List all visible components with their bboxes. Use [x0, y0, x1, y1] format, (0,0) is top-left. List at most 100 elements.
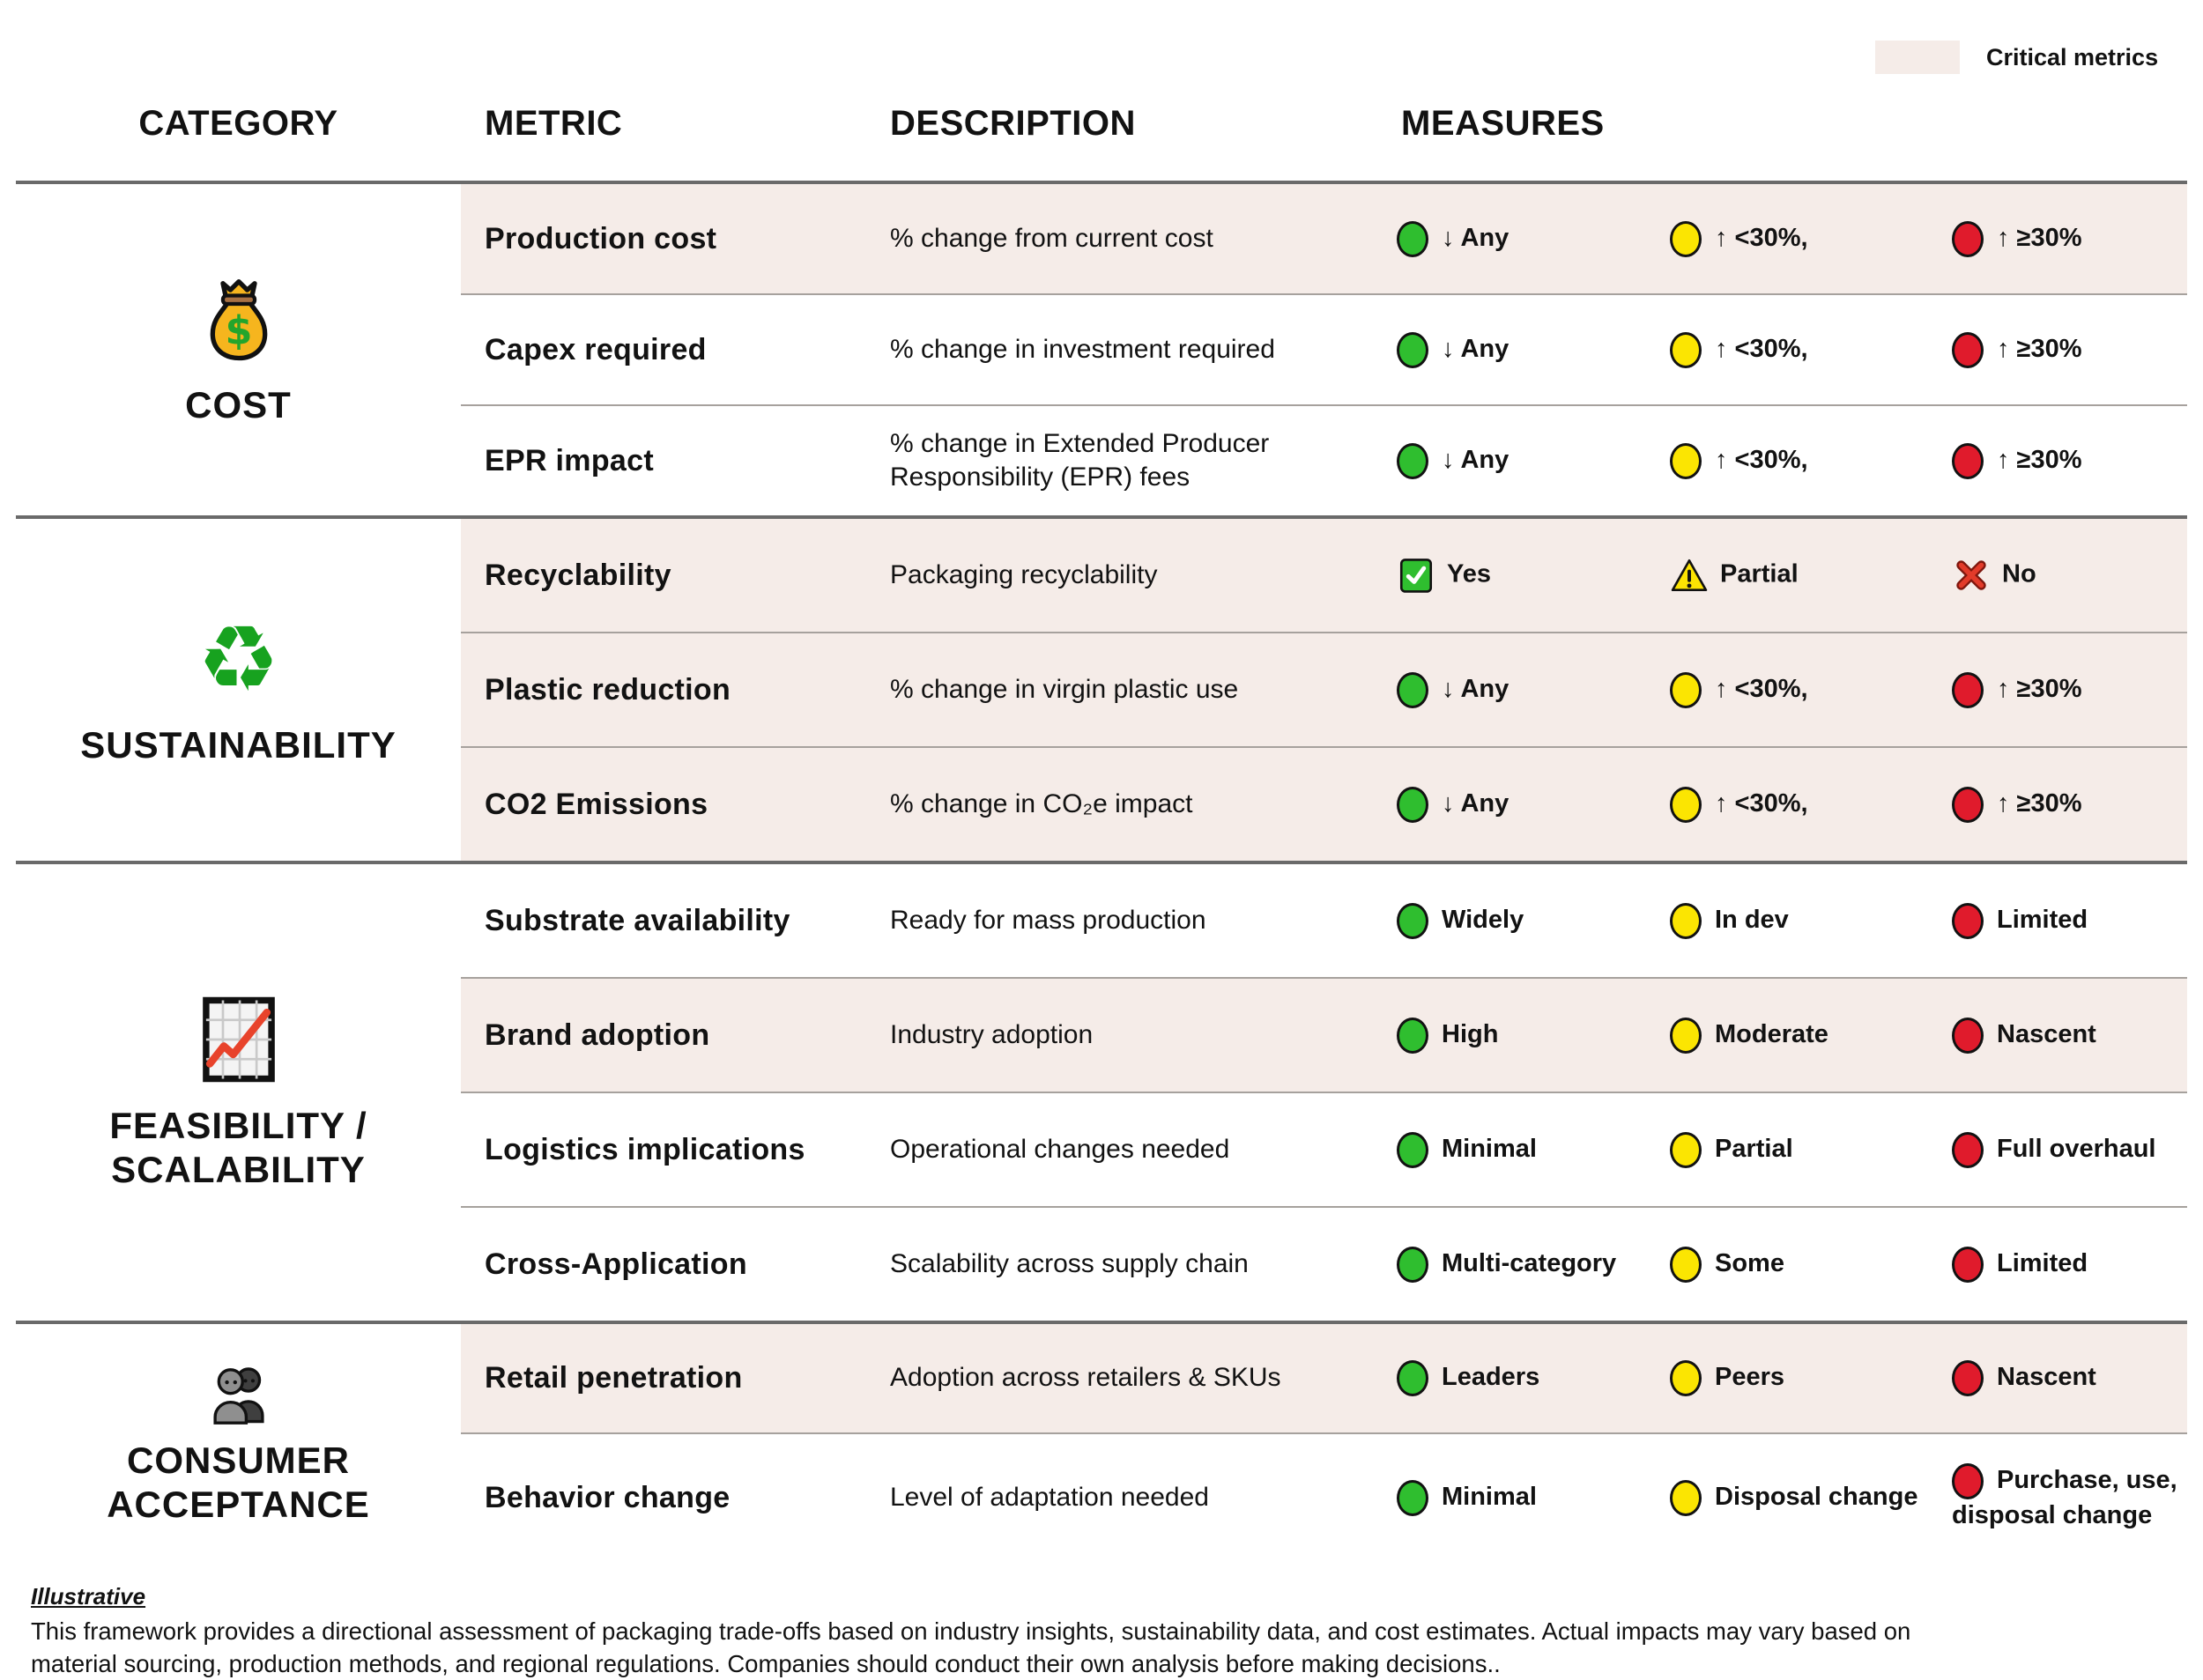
status-dot-red-icon — [1952, 1246, 1984, 1283]
colhead-measures: MEASURES — [1401, 104, 1605, 143]
measure-yellow: Peers — [1670, 1360, 1952, 1396]
measure-red: ↑ ≥30% — [1952, 786, 2187, 823]
status-dot-yellow-icon — [1670, 1360, 1702, 1396]
checkbox-yes-icon — [1397, 555, 1435, 596]
warning-triangle-icon — [1670, 555, 1709, 596]
recycle-icon: ♻ — [197, 604, 280, 713]
footer-tag: Illustrative — [31, 1583, 146, 1610]
measure-red: No — [1952, 555, 2187, 596]
colhead-description: DESCRIPTION — [890, 104, 1136, 143]
measure-red: Full overhaul — [1952, 1131, 2187, 1168]
status-dot-green-icon — [1397, 671, 1428, 708]
colhead-category: CATEGORY — [138, 104, 338, 143]
status-dot-green-icon — [1397, 902, 1428, 939]
status-dot-green-icon — [1397, 1360, 1428, 1396]
measure-yellow: Some — [1670, 1246, 1952, 1283]
status-dot-red-icon — [1952, 220, 1984, 257]
status-dot-green-icon — [1397, 1480, 1428, 1516]
status-dot-green-icon — [1397, 442, 1428, 479]
measure-yellow: Partial — [1670, 1131, 1952, 1168]
table-row: Plastic reduction % change in virgin plas… — [461, 632, 2187, 746]
column-headers: CATEGORY METRIC DESCRIPTION MEASURES — [16, 0, 2187, 181]
metric-description: Scalability across supply chain — [890, 1248, 1249, 1278]
rows: Retail penetration Adoption across retail… — [461, 1324, 2187, 1562]
section-feasibility-scalability: FEASIBILITY / SCALABILITY Substrate availa… — [16, 861, 2187, 1321]
table-row: Capex required % change in investment req… — [461, 293, 2187, 404]
measure-yellow: Moderate — [1670, 1017, 1952, 1054]
measure-yellow: ↑ <30%, — [1670, 671, 1952, 708]
status-dot-yellow-icon — [1670, 442, 1702, 479]
status-dot-red-icon — [1952, 1360, 1984, 1396]
table-row: Cross-Application Scalability across supp… — [461, 1206, 2187, 1321]
measure-red: Limited — [1952, 1246, 2187, 1283]
measure-red: ↑ ≥30% — [1952, 331, 2187, 368]
status-dot-green-icon — [1397, 786, 1428, 823]
section-cost: $ COST Production cost % change from curren… — [16, 181, 2187, 515]
metric-description: % change in CO₂e impact — [890, 788, 1193, 818]
status-dot-green-icon — [1397, 1017, 1428, 1054]
status-dot-green-icon — [1397, 1246, 1428, 1283]
legend-critical-metrics: Critical metrics — [1875, 41, 2158, 74]
measure-red: ↑ ≥30% — [1952, 220, 2187, 257]
footer-text: This framework provides a directional as… — [31, 1617, 1911, 1677]
status-dot-yellow-icon — [1670, 220, 1702, 257]
colhead-metric: METRIC — [485, 104, 623, 143]
table-row: Recyclability Packaging recyclability Yes… — [461, 519, 2187, 632]
metric-name: Recyclability — [485, 558, 671, 592]
table-row: CO2 Emissions % change in CO₂e impact ↓ An… — [461, 746, 2187, 861]
measure-red: Purchase, use, disposal change — [1952, 1463, 2187, 1533]
measure-green: ↓ Any — [1397, 220, 1670, 257]
table-row: Substrate availability Ready for mass pro… — [461, 864, 2187, 977]
status-dot-yellow-icon — [1670, 1131, 1702, 1168]
status-dot-green-icon — [1397, 220, 1428, 257]
metric-name: EPR impact — [485, 443, 654, 477]
category-label: SUSTAINABILITY — [80, 724, 397, 766]
measure-red: Nascent — [1952, 1360, 2187, 1396]
measure-green: High — [1397, 1017, 1670, 1054]
table-row: Logistics implications Operational change… — [461, 1092, 2187, 1206]
metric-name: Brand adoption — [485, 1018, 710, 1052]
metric-name: Behavior change — [485, 1481, 731, 1514]
status-dot-yellow-icon — [1670, 902, 1702, 939]
measure-red: Limited — [1952, 902, 2187, 939]
people-icon — [202, 1359, 276, 1433]
measure-green: Multi-category — [1397, 1246, 1670, 1283]
status-dot-red-icon — [1952, 1131, 1984, 1168]
measure-green: Minimal — [1397, 1480, 1670, 1516]
table-row: Brand adoption Industry adoption High Moder… — [461, 977, 2187, 1092]
metric-description: Level of adaptation needed — [890, 1483, 1209, 1513]
metric-description: % change in Extended Producer Responsibi… — [890, 428, 1270, 492]
measure-green: Yes — [1397, 555, 1670, 596]
category-label: FEASIBILITY / SCALABILITY — [109, 1105, 367, 1190]
measure-yellow: ↑ <30%, — [1670, 442, 1952, 479]
measure-yellow: In dev — [1670, 902, 1952, 939]
metric-description: Packaging recyclability — [890, 559, 1158, 589]
status-dot-yellow-icon — [1670, 1480, 1702, 1516]
status-dot-red-icon — [1952, 786, 1984, 823]
category-label: COST — [185, 384, 292, 426]
status-dot-red-icon — [1952, 1017, 1984, 1054]
measure-yellow: ↑ <30%, — [1670, 220, 1952, 257]
status-dot-red-icon — [1952, 331, 1984, 368]
metric-description: Operational changes needed — [890, 1134, 1230, 1164]
rows: Production cost % change from current cos… — [461, 184, 2187, 515]
measure-green: ↓ Any — [1397, 786, 1670, 823]
table-body: $ COST Production cost % change from curren… — [16, 181, 2187, 1562]
status-dot-yellow-icon — [1670, 786, 1702, 823]
measure-green: Leaders — [1397, 1360, 1670, 1396]
svg-text:$: $ — [225, 309, 252, 354]
status-dot-green-icon — [1397, 331, 1428, 368]
status-dot-yellow-icon — [1670, 1017, 1702, 1054]
measure-yellow: Partial — [1670, 555, 1952, 596]
metric-name: Production cost — [485, 221, 717, 255]
metric-name: Retail penetration — [485, 1361, 743, 1395]
metric-description: Ready for mass production — [890, 905, 1206, 935]
metric-description: Industry adoption — [890, 1019, 1094, 1049]
metric-name: Cross-Application — [485, 1247, 747, 1281]
measure-yellow: Disposal change — [1670, 1480, 1952, 1516]
table-row: Retail penetration Adoption across retail… — [461, 1324, 2187, 1432]
metric-name: Logistics implications — [485, 1132, 805, 1166]
status-dot-yellow-icon — [1670, 331, 1702, 368]
metric-name: CO2 Emissions — [485, 787, 708, 821]
